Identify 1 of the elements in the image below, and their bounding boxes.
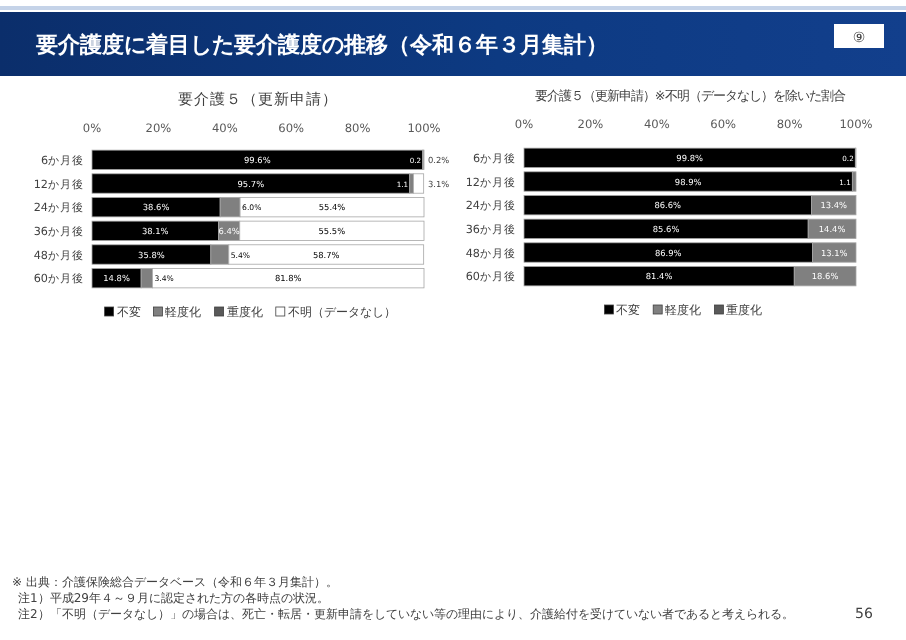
text: 要介護度に着目した要介護度の推移（令和６年３月集計） xyxy=(34,32,608,58)
